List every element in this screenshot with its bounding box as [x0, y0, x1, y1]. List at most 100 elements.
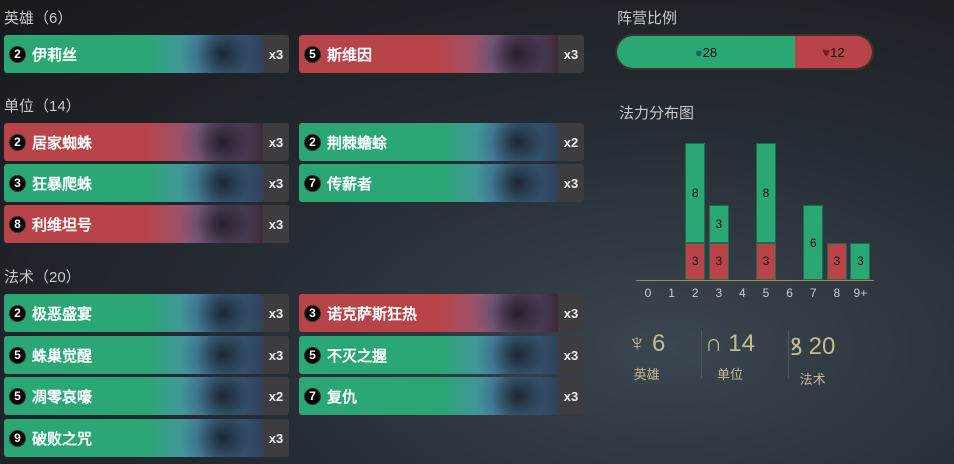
card-name: 利维坦号 — [32, 216, 93, 234]
card-name: 传薪者 — [327, 175, 373, 193]
card-item[interactable]: 2 伊莉丝 x3 — [4, 35, 289, 73]
mana-cost: 7 — [304, 174, 321, 192]
stat-1: ∩ 14 单位 — [705, 330, 755, 382]
card-banner: 9 破败之咒 — [4, 419, 263, 457]
mana-cost: 3 — [9, 174, 26, 192]
card-item[interactable]: 3 狂暴爬蛛 x3 — [4, 164, 289, 202]
card-count: x3 — [558, 294, 584, 332]
card-art — [468, 35, 558, 73]
mana-cost: 7 — [304, 387, 321, 405]
mana-cost: 2 — [9, 45, 26, 63]
card-name: 斯维因 — [327, 46, 373, 64]
card-item[interactable]: 5 凋零哀嚎 x2 — [4, 377, 289, 415]
card-item[interactable]: 7 传薪者 x3 — [299, 164, 584, 202]
card-banner: 2 极恶盛宴 — [4, 294, 263, 332]
card-count: x2 — [263, 377, 289, 415]
card-art — [468, 123, 558, 161]
mana-cost: 2 — [9, 133, 26, 151]
card-art — [468, 377, 558, 415]
card-count: x3 — [263, 205, 289, 243]
card-name: 极恶盛宴 — [32, 305, 93, 323]
tick-label: 1 — [668, 286, 675, 300]
card-name: 居家蜘蛛 — [32, 134, 93, 152]
ratio-title: 阵营比例 — [617, 10, 678, 27]
tick-label: 9+ — [853, 286, 868, 300]
bar-segment: 8 — [685, 142, 706, 243]
stat-2: ꝸ 20 法术 — [790, 330, 835, 388]
card-name: 复仇 — [327, 388, 358, 406]
card-banner: 2 荆棘蟾蜍 — [299, 123, 558, 161]
mana-cost: 8 — [9, 215, 26, 233]
mana-cost: 5 — [9, 346, 26, 364]
mana-cost: 9 — [9, 429, 26, 447]
card-art — [173, 164, 263, 202]
divider — [788, 330, 789, 378]
section-spells: 法术（20） — [4, 269, 81, 286]
card-count: x3 — [558, 377, 584, 415]
champion-helmet-icon: ♆ — [628, 330, 646, 357]
tick-label: 3 — [715, 286, 723, 300]
card-art — [468, 164, 558, 202]
card-banner: 5 蛛巢觉醒 — [4, 336, 263, 374]
card-item[interactable]: 9 破败之咒 x3 — [4, 419, 289, 457]
card-name: 伊莉丝 — [32, 46, 78, 64]
card-item[interactable]: 2 极恶盛宴 x3 — [4, 294, 289, 332]
tick-label: 2 — [691, 286, 699, 300]
mana-cost: 5 — [304, 45, 321, 63]
card-count: x3 — [263, 419, 289, 457]
card-item[interactable]: 3 诺克萨斯狂热 x3 — [299, 294, 584, 332]
tick-label: 7 — [809, 286, 817, 300]
tick-label: 5 — [762, 286, 770, 300]
card-item[interactable]: 5 斯维因 x3 — [299, 35, 584, 73]
tick-label: 6 — [786, 286, 793, 300]
card-name: 狂暴爬蛛 — [32, 175, 93, 193]
card-name: 蛛巢觉醒 — [32, 347, 93, 365]
mana-cost: 2 — [304, 133, 321, 151]
card-banner: 3 诺克萨斯狂热 — [299, 294, 558, 332]
card-banner: 5 凋零哀嚎 — [4, 377, 263, 415]
card-item[interactable]: 5 蛛巢觉醒 x3 — [4, 336, 289, 374]
card-banner: 7 传薪者 — [299, 164, 558, 202]
card-count: x3 — [263, 35, 289, 73]
stat-0: ♆ 6 英雄 — [628, 330, 666, 382]
tick-label: 8 — [833, 286, 841, 300]
card-count: x3 — [263, 294, 289, 332]
mana-cost: 5 — [304, 346, 321, 364]
bar-segment: 3 — [685, 242, 706, 280]
card-banner: 2 居家蜘蛛 — [4, 123, 263, 161]
card-art — [173, 377, 263, 415]
card-art — [173, 205, 263, 243]
ratio-red: ♥ 12 — [795, 36, 872, 68]
bar-segment: 8 — [756, 142, 776, 243]
shadow-isles-icon: ● — [694, 44, 703, 60]
chart-baseline — [636, 280, 874, 281]
mana-cost: 5 — [9, 387, 26, 405]
card-art — [468, 336, 558, 374]
tick-label: 4 — [739, 286, 746, 300]
divider — [701, 330, 702, 378]
card-item[interactable]: 2 荆棘蟾蜍 x2 — [299, 123, 584, 161]
noxus-icon: ♥ — [822, 44, 831, 60]
bar-segment: 3 — [708, 242, 729, 280]
tick-label: 0 — [644, 286, 652, 300]
card-banner: 5 不灭之握 — [299, 336, 558, 374]
card-art — [173, 35, 263, 73]
card-item[interactable]: 7 复仇 x3 — [299, 377, 584, 415]
card-count: x2 — [558, 123, 584, 161]
card-art — [173, 123, 263, 161]
card-item[interactable]: 8 利维坦号 x3 — [4, 205, 289, 243]
section-champions: 英雄（6） — [4, 10, 73, 27]
bar-segment: 3 — [708, 205, 729, 243]
card-banner: 5 斯维因 — [299, 35, 558, 73]
bar-segment: 3 — [756, 242, 776, 280]
card-banner: 7 复仇 — [299, 377, 558, 415]
card-item[interactable]: 5 不灭之握 x3 — [299, 336, 584, 374]
card-banner: 8 利维坦号 — [4, 205, 263, 243]
bar-segment: 6 — [803, 205, 824, 280]
card-name: 诺克萨斯狂热 — [327, 305, 418, 323]
section-units: 单位（14） — [4, 98, 81, 115]
card-item[interactable]: 2 居家蜘蛛 x3 — [4, 123, 289, 161]
unit-helmet-icon: ∩ — [705, 330, 723, 357]
card-name: 不灭之握 — [327, 347, 388, 365]
card-count: x3 — [558, 336, 584, 374]
